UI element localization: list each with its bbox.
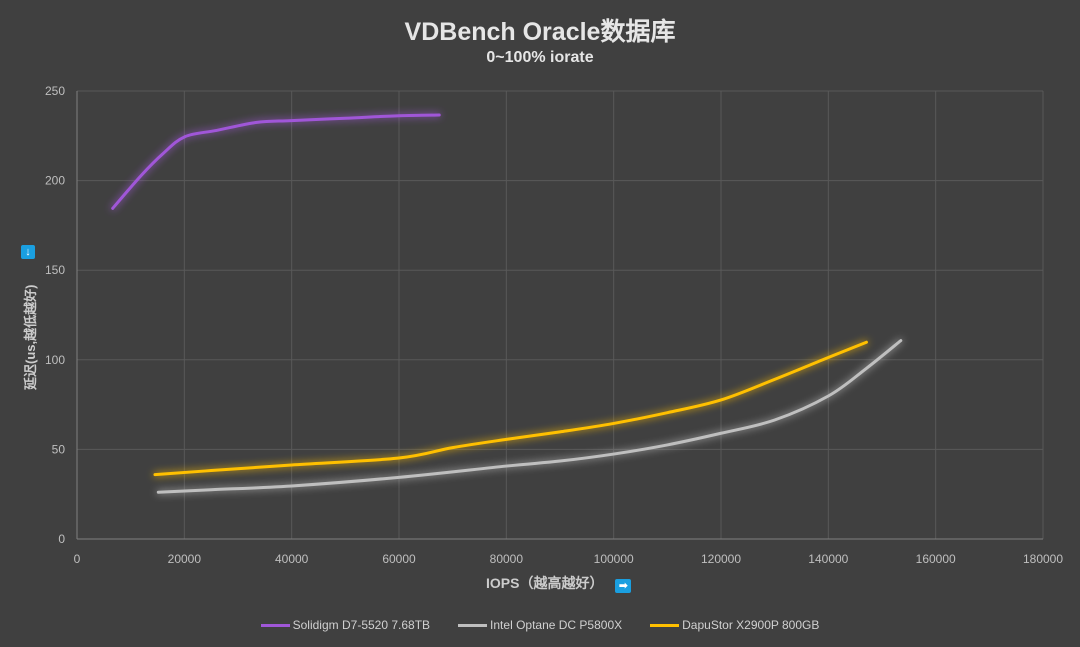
legend: Solidigm D7-5520 7.68TB Intel Optane DC P…: [0, 618, 1080, 632]
x-tick-label: 80000: [490, 552, 524, 566]
x-tick-label: 60000: [382, 552, 416, 566]
x-axis-label: IOPS（越高越好） ➡: [486, 573, 632, 593]
legend-label: Solidigm D7-5520 7.68TB: [292, 618, 431, 632]
legend-swatch: [260, 623, 290, 627]
series-line-1: [156, 339, 903, 494]
chart-subtitle: 0~100% iorate: [486, 49, 594, 66]
x-tick-label: 160000: [916, 552, 956, 566]
series-line-0: [111, 113, 441, 210]
legend-label: Intel Optane DC P5800X: [490, 618, 623, 632]
x-tick-label: 140000: [808, 552, 848, 566]
y-tick-label: 50: [52, 442, 66, 456]
y-tick-label: 250: [45, 84, 65, 98]
legend-swatch: [458, 623, 488, 627]
x-tick-label: 100000: [594, 552, 634, 566]
y-tick-label: 0: [58, 532, 65, 546]
y-tick-label: 200: [45, 174, 65, 188]
y-tick-label: 150: [45, 263, 65, 277]
y-tick-label: 100: [45, 353, 65, 367]
legend-item: Solidigm D7-5520 7.68TB: [260, 618, 431, 632]
x-tick-label: 120000: [701, 552, 741, 566]
legend-label: DapuStor X2900P 800GB: [682, 618, 820, 632]
legend-item: DapuStor X2900P 800GB: [650, 618, 819, 632]
x-tick-label: 40000: [275, 552, 309, 566]
y-axis-label: 延迟(us,越低越好): [23, 284, 38, 390]
x-axis-label-text: IOPS（越高越好）: [486, 575, 604, 591]
series-line-2: [153, 340, 868, 477]
legend-swatch: [650, 623, 680, 627]
x-tick-label: 0: [74, 552, 81, 566]
down-arrow-icon: ↓: [21, 245, 35, 259]
chart-title: VDBench Oracle数据库: [404, 18, 676, 46]
x-tick-label: 180000: [1023, 552, 1063, 566]
legend-item: Intel Optane DC P5800X: [458, 618, 622, 632]
x-tick-label: 20000: [168, 552, 202, 566]
right-arrow-icon: ➡: [615, 579, 632, 593]
